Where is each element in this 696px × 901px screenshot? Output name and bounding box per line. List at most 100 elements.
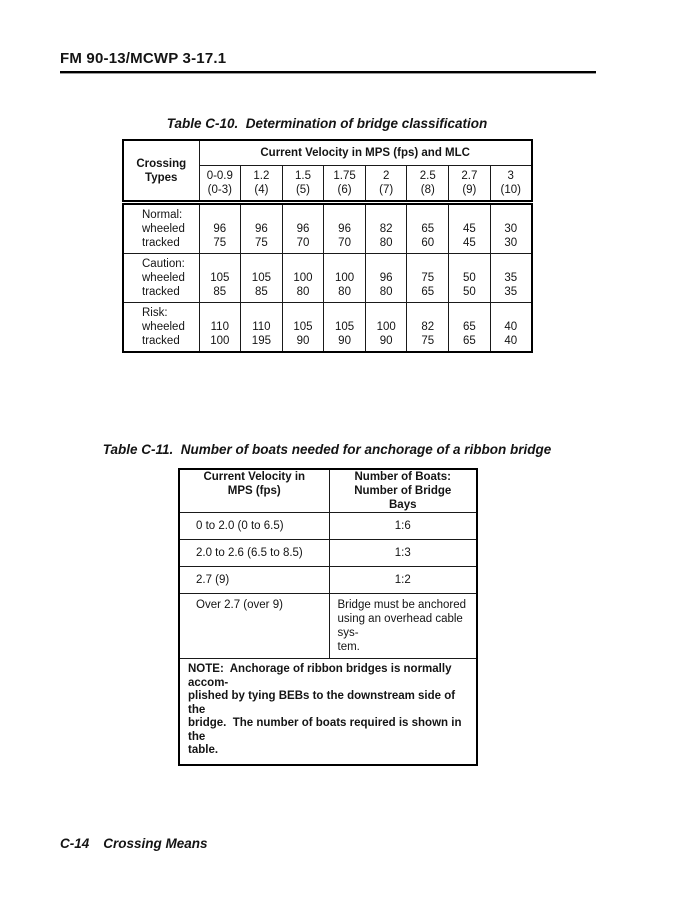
c11-row-4: Over 2.7 (over 9) Bridge must be anchore…: [178, 593, 478, 659]
c10-cell: 82 80: [364, 202, 408, 254]
c11-col1-header: Current Velocity in MPS (fps): [178, 468, 330, 513]
c10-cell: 75 65: [406, 253, 450, 303]
c10-row-label: Risk: wheeled tracked: [122, 302, 200, 353]
table-c10: Crossing Types Current Velocity in MPS (…: [122, 139, 533, 353]
c10-wheeled-value: 65: [462, 321, 476, 333]
c10-row-risk: Risk: wheeled tracked 110 100 110 195 105 9…: [122, 302, 533, 353]
c10-wheeled-value: 75: [421, 272, 435, 284]
table-c11-title: Table C-11. Number of boats needed for a…: [102, 442, 552, 457]
c10-tracked-value: 60: [421, 237, 435, 249]
c10-wheeled-value: 40: [504, 321, 518, 333]
c10-wheeled-value: 50: [462, 272, 476, 284]
c11-row-1: 0 to 2.0 (0 to 6.5) 1:6: [178, 512, 478, 540]
c10-cell: 105 85: [240, 253, 283, 303]
c10-tracked-value: 85: [254, 286, 268, 298]
c10-wheeled-value: 82: [421, 321, 435, 333]
c10-cell: 105 90: [281, 302, 325, 353]
c10-tracked-value: 65: [462, 335, 476, 347]
c10-col-header-3: 1.5 (5): [281, 165, 325, 205]
c10-tracked-value: 90: [379, 335, 393, 347]
page-footer: C-14 Crossing Means: [60, 836, 208, 851]
c10-tracked-value: 75: [254, 237, 268, 249]
c10-tracked-value: 75: [213, 237, 227, 249]
c10-tracked-value: 90: [338, 335, 351, 347]
c10-tracked-value: 80: [379, 286, 393, 298]
c10-cell: 100 80: [323, 253, 366, 303]
c10-header-row-1: Crossing Types Current Velocity in MPS (…: [122, 139, 533, 205]
c11-boats-value: 1:2: [328, 566, 478, 594]
c10-cell: 96 70: [323, 202, 366, 254]
c10-tracked-value: 45: [462, 237, 476, 249]
c10-row-normal: Normal: wheeled tracked 96 75 96 75 96 70 9…: [122, 202, 533, 254]
footer-section-title: Crossing Means: [103, 836, 208, 851]
footer-page-number: C-14: [60, 836, 90, 851]
c10-cell: 100 90: [364, 302, 408, 353]
c10-wheeled-value: 110: [210, 321, 229, 333]
c11-velocity-value: 0 to 2.0 (0 to 6.5): [178, 512, 330, 540]
c10-col-header-7: 2.7 (9): [448, 165, 491, 205]
c10-cell: 96 70: [281, 202, 325, 254]
c10-tracked-value: 80: [379, 237, 393, 249]
c10-wheeled-value: 30: [504, 223, 518, 235]
c10-row-label: Normal: wheeled tracked: [122, 202, 200, 254]
c10-wheeled-value: 96: [254, 223, 268, 235]
c10-wheeled-value: 105: [293, 321, 313, 333]
c10-header-row-2: 0-0.9 (0-3) 1.2 (4) 1.5 (5) 1.75 (6) 2 (…: [123, 165, 533, 205]
c10-wheeled-value: 82: [379, 223, 393, 235]
c11-boats-value: 1:3: [328, 539, 478, 567]
c10-tracked-value: 70: [338, 237, 351, 249]
document-id-header: FM 90-13/MCWP 3-17.1: [60, 50, 227, 67]
c11-velocity-value: 2.7 (9): [178, 566, 330, 594]
c10-col-header-8: 3 (10): [489, 165, 533, 205]
c10-span-header: Current Velocity in MPS (fps) and MLC: [198, 139, 533, 166]
c10-wheeled-value: 105: [334, 321, 355, 333]
c10-tracked-value: 90: [296, 335, 310, 347]
c11-header-row: Current Velocity in MPS (fps) Number of …: [178, 468, 478, 513]
c10-wheeled-value: 96: [338, 223, 351, 235]
c11-velocity-value: Over 2.7 (over 9): [178, 593, 330, 659]
c10-wheeled-value: 96: [296, 223, 310, 235]
c10-tracked-value: 100: [210, 335, 230, 347]
c10-cell: 65 60: [406, 202, 450, 254]
c10-wheeled-value: 35: [504, 272, 518, 284]
c10-cell: 50 50: [448, 253, 491, 303]
c10-col-header-6: 2.5 (8): [406, 165, 450, 205]
c11-velocity-value: 2.0 to 2.6 (6.5 to 8.5): [178, 539, 330, 567]
c10-tracked-value: 65: [421, 286, 435, 298]
c10-wheeled-value: 105: [210, 272, 230, 284]
c10-tracked-value: 80: [296, 286, 310, 298]
c10-cell: 100 80: [281, 253, 325, 303]
c10-cell: 82 75: [406, 302, 450, 353]
c10-tracked-value: 50: [462, 286, 476, 298]
c10-wheeled-value: 100: [293, 272, 313, 284]
c10-col-header-5: 2 (7): [364, 165, 408, 205]
c10-cell: 30 30: [489, 202, 533, 254]
header-rule: [60, 71, 596, 74]
c10-cell: 110 100: [198, 302, 242, 353]
c10-cell: 110 195: [240, 302, 283, 353]
c10-cell: 40 40: [489, 302, 533, 353]
c10-cell: 105 85: [198, 253, 242, 303]
c10-cell: 105 90: [323, 302, 366, 353]
c10-col-header-1: 0-0.9 (0-3): [198, 165, 242, 205]
c10-row-label: Caution: wheeled tracked: [122, 253, 200, 303]
c10-tracked-value: 30: [504, 237, 518, 249]
c10-cell: 96 80: [364, 253, 408, 303]
c10-tracked-value: 80: [338, 286, 351, 298]
c11-boats-value: Bridge must be anchored using an overhea…: [328, 593, 478, 659]
c10-tracked-value: 70: [296, 237, 310, 249]
c11-note-row: NOTE: Anchorage of ribbon bridges is nor…: [178, 658, 478, 765]
c10-tracked-value: 35: [504, 286, 518, 298]
c10-wheeled-value: 65: [421, 223, 435, 235]
c10-corner-header: Crossing Types: [122, 139, 200, 205]
c10-tracked-value: 40: [504, 335, 518, 347]
c10-wheeled-value: 110: [252, 321, 271, 333]
c10-cell: 96 75: [240, 202, 283, 254]
c10-wheeled-value: 96: [213, 223, 227, 235]
c10-cell: 65 65: [448, 302, 491, 353]
c10-tracked-value: 75: [421, 335, 435, 347]
c10-wheeled-value: 100: [334, 272, 355, 284]
c11-row-3: 2.7 (9) 1:2: [178, 566, 478, 594]
c10-col-header-2: 1.2 (4): [240, 165, 283, 205]
